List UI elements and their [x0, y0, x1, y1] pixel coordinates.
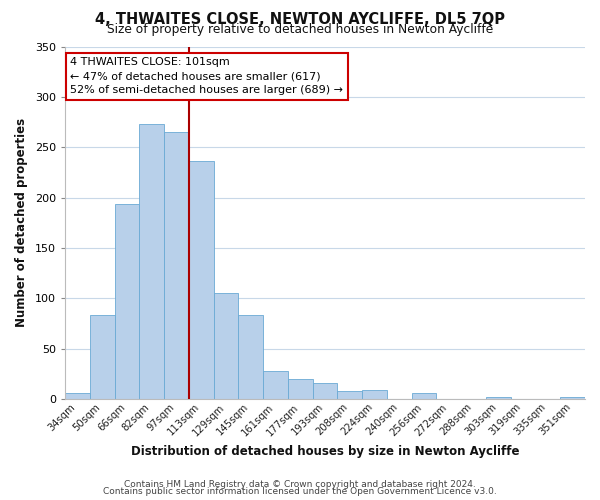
Bar: [412, 393, 436, 399]
Bar: [362, 390, 387, 399]
Bar: [486, 397, 511, 399]
Bar: [288, 379, 313, 399]
Text: 4 THWAITES CLOSE: 101sqm
← 47% of detached houses are smaller (617)
52% of semi-: 4 THWAITES CLOSE: 101sqm ← 47% of detach…: [70, 57, 343, 95]
Bar: [263, 371, 288, 399]
Bar: [164, 132, 189, 399]
Y-axis label: Number of detached properties: Number of detached properties: [15, 118, 28, 328]
Bar: [90, 314, 115, 399]
Bar: [139, 124, 164, 399]
Bar: [238, 314, 263, 399]
Text: Contains HM Land Registry data © Crown copyright and database right 2024.: Contains HM Land Registry data © Crown c…: [124, 480, 476, 489]
Bar: [214, 294, 238, 399]
Text: 4, THWAITES CLOSE, NEWTON AYCLIFFE, DL5 7QP: 4, THWAITES CLOSE, NEWTON AYCLIFFE, DL5 …: [95, 12, 505, 28]
X-axis label: Distribution of detached houses by size in Newton Aycliffe: Distribution of detached houses by size …: [131, 444, 519, 458]
Bar: [189, 162, 214, 399]
Bar: [560, 397, 585, 399]
Bar: [115, 204, 139, 399]
Bar: [65, 393, 90, 399]
Text: Size of property relative to detached houses in Newton Aycliffe: Size of property relative to detached ho…: [107, 24, 493, 36]
Text: Contains public sector information licensed under the Open Government Licence v3: Contains public sector information licen…: [103, 487, 497, 496]
Bar: [313, 383, 337, 399]
Bar: [337, 391, 362, 399]
